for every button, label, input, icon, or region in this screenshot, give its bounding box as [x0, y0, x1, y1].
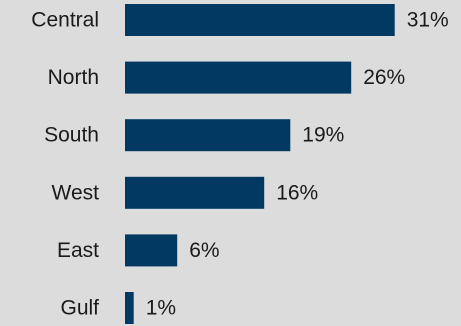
bar-east [125, 234, 178, 267]
bar-central [125, 4, 395, 36]
category-label-gulf: Gulf [60, 297, 99, 320]
bar-gulf [125, 292, 134, 324]
value-label-central: 31% [407, 9, 449, 32]
value-label-gulf: 1% [146, 297, 176, 320]
value-label-west: 16% [276, 181, 318, 204]
bar-north [125, 61, 352, 94]
value-label-north: 26% [363, 66, 405, 89]
value-label-east: 6% [189, 239, 219, 262]
value-labels: 31% 26% 19% 16% 6% 1% [146, 9, 449, 320]
category-label-south: South [44, 124, 99, 147]
category-label-west: West [52, 181, 100, 204]
category-label-east: East [57, 239, 99, 262]
category-label-central: Central [31, 9, 99, 32]
category-labels: Central North South West East Gulf [31, 9, 99, 320]
bars-group [125, 4, 395, 324]
bar-west [125, 176, 265, 209]
value-label-south: 19% [302, 124, 344, 147]
category-label-north: North [48, 66, 99, 89]
bar-south [125, 119, 291, 152]
